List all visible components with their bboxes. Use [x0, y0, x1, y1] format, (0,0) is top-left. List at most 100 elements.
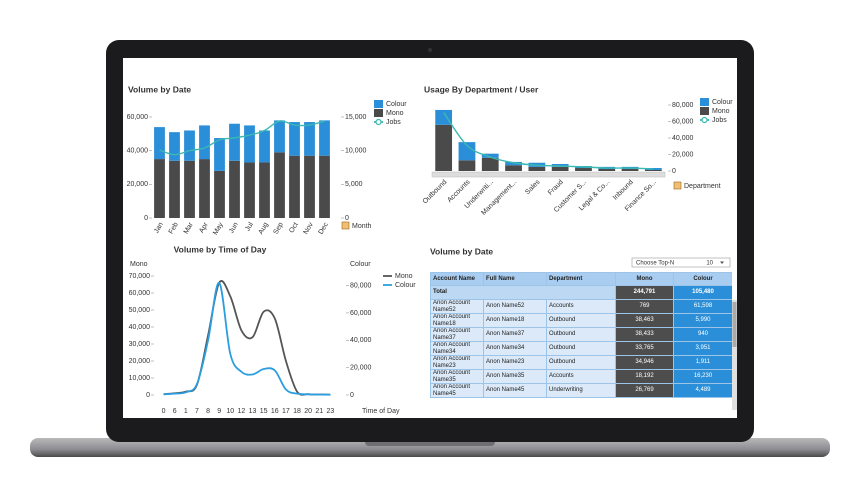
bar-segment	[289, 155, 300, 218]
scrollbar	[431, 171, 666, 178]
y-tick-label: 0	[144, 215, 148, 222]
table-cell: 16,230	[673, 369, 732, 384]
bar-segment	[289, 122, 300, 156]
data-row: Anon Account Name52 Anon Name52 Accounts 76…	[430, 299, 732, 314]
bar-segment	[505, 165, 522, 171]
laptop-base	[30, 438, 830, 457]
table-cell: 33,765	[615, 341, 674, 356]
table-cell: Anon Name45	[483, 383, 547, 398]
y-tick-label: 60,000	[127, 114, 149, 121]
x-tick-label: 7	[195, 408, 199, 415]
bar-segment	[505, 161, 522, 166]
table-cell: Anon Name37	[483, 327, 547, 342]
data-table: Account Name Full Name Department Mono Colou…	[430, 272, 732, 398]
bar-segment	[435, 109, 453, 125]
bar-segment	[214, 170, 225, 218]
x-tick-label: 15	[260, 408, 268, 415]
table-cell: Anon Account Name35	[430, 369, 484, 384]
bar-segment	[274, 152, 285, 218]
bar-segment	[229, 123, 240, 161]
legend-swatch	[374, 100, 383, 108]
y-tick-label: 80,000	[672, 102, 694, 109]
table-cell: 940	[673, 327, 732, 342]
x-tick-label: 10	[226, 408, 234, 415]
x-tick-label: Jan	[153, 221, 165, 234]
x-tick-label: Apr	[198, 221, 210, 235]
legend-swatch	[374, 109, 383, 117]
table-cell: Anon Account Name34	[430, 341, 484, 356]
bar-segment	[199, 159, 210, 218]
y-tick-label: 30,000	[129, 341, 151, 348]
dropdown-value: 10	[706, 261, 713, 267]
x-tick-label: 23	[327, 408, 335, 415]
legend-swatch	[700, 98, 709, 106]
x-tick-label: 8	[206, 408, 210, 415]
x-tick-label: Jun	[228, 221, 240, 234]
bar-segment	[621, 169, 639, 171]
legend-label: Colour	[386, 101, 407, 108]
top-n-dropdown[interactable]	[631, 257, 731, 268]
y-axis-title: Mono	[130, 261, 148, 268]
x-tick-label: 18	[293, 408, 301, 415]
header-cell: Account Name	[430, 272, 484, 286]
bar-segment	[598, 169, 616, 171]
bar-segment	[458, 142, 476, 161]
bar-segment	[481, 153, 499, 158]
table-cell: 1,911	[673, 355, 732, 370]
y-tick-label: 20,000	[127, 181, 149, 188]
y-tick-label: 20,000	[672, 151, 694, 158]
legend-label: Mono	[395, 273, 413, 280]
bar-segment	[169, 160, 180, 218]
table: Account Name Full Name Department Mono Colou…	[430, 272, 732, 410]
total-row: Total 244,791 105,480	[430, 285, 732, 300]
y2-tick-label: 20,000	[350, 364, 372, 371]
x-tick-label: 13	[249, 408, 257, 415]
y-tick-label: 40,000	[129, 324, 151, 331]
y2-tick-label: 5,000	[345, 181, 363, 188]
table-scroll-thumb[interactable]	[732, 302, 737, 347]
x-tick-label: Jul	[244, 221, 255, 233]
x-tick-label: 6	[173, 408, 177, 415]
header-row: Account Name Full Name Department Mono Colou…	[430, 272, 732, 286]
data-row: Anon Account Name18 Anon Name18 Outbound 38…	[430, 313, 732, 328]
bar-segment	[259, 162, 270, 218]
bar-segment	[259, 130, 270, 163]
x-tick-label: 9	[217, 408, 221, 415]
table-cell: 3,951	[673, 341, 732, 356]
header-cell: Full Name	[483, 272, 547, 286]
x-tick-label: 16	[271, 408, 279, 415]
bar-segment	[644, 170, 662, 171]
table-cell: 5,990	[673, 313, 732, 328]
bar-segment	[435, 124, 453, 171]
y2-tick-label: 15,000	[345, 114, 367, 121]
x-tick-label: 1	[184, 408, 188, 415]
table-cell: Anon Name52	[483, 299, 547, 314]
total-label: Total	[430, 285, 616, 300]
table-cell: Anon Name34	[483, 341, 547, 356]
series-line	[159, 120, 325, 156]
legend-label: Colour	[712, 99, 733, 106]
bar-segment	[551, 166, 569, 171]
table-cell: Anon Account Name45	[430, 383, 484, 398]
data-row: Anon Account Name35 Anon Name35 Accounts 18…	[430, 369, 732, 384]
x-tick-label: 20	[304, 408, 312, 415]
y2-tick-label: 0	[350, 392, 354, 399]
table-cell: 38,433	[615, 327, 674, 342]
bar-segment	[229, 160, 240, 218]
legend-label: Mono	[386, 110, 404, 117]
legend-marker	[375, 118, 382, 126]
table-scrollbar[interactable]	[732, 300, 737, 410]
bar-segment	[304, 155, 315, 218]
chart-title: Usage By Department / User	[424, 84, 539, 94]
legend-label: Jobs	[712, 117, 727, 124]
table-cell: Outbound	[546, 327, 616, 342]
table-cell: Anon Account Name37	[430, 327, 484, 342]
bar-segment	[184, 160, 195, 218]
table-cell: 61,598	[673, 299, 732, 314]
legend-swatch	[700, 107, 709, 115]
table-cell: Outbound	[546, 313, 616, 328]
header-cell: Mono	[615, 272, 674, 286]
camera	[428, 48, 432, 52]
table-cell: Accounts	[546, 299, 616, 314]
